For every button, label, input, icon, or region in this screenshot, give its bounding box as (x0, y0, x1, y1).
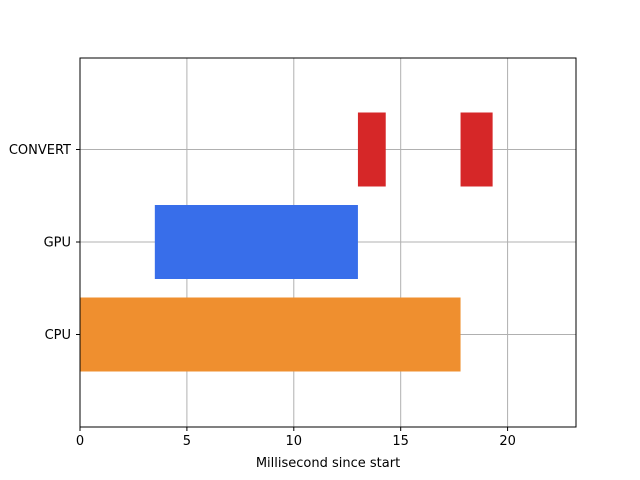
bar-segment-convert (460, 112, 493, 187)
bar-segment-gpu (154, 205, 358, 279)
x-tick-label: 5 (183, 434, 191, 449)
y-axis-ticks: CPU GPU CONVERT (9, 143, 80, 343)
y-tick-label: CPU (45, 328, 71, 343)
x-axis-ticks: 0 5 10 15 20 (76, 427, 516, 449)
x-tick-label: 10 (286, 434, 303, 449)
y-tick-label: CONVERT (9, 143, 71, 158)
x-tick-label: 20 (499, 434, 516, 449)
y-tick-label: GPU (44, 236, 71, 251)
x-tick-label: 0 (76, 434, 84, 449)
bar-segment-cpu (80, 297, 461, 372)
x-axis-label: Millisecond since start (256, 456, 400, 471)
x-tick-label: 15 (392, 434, 409, 449)
bar-segments (80, 112, 493, 372)
bar-segment-convert (357, 112, 386, 187)
